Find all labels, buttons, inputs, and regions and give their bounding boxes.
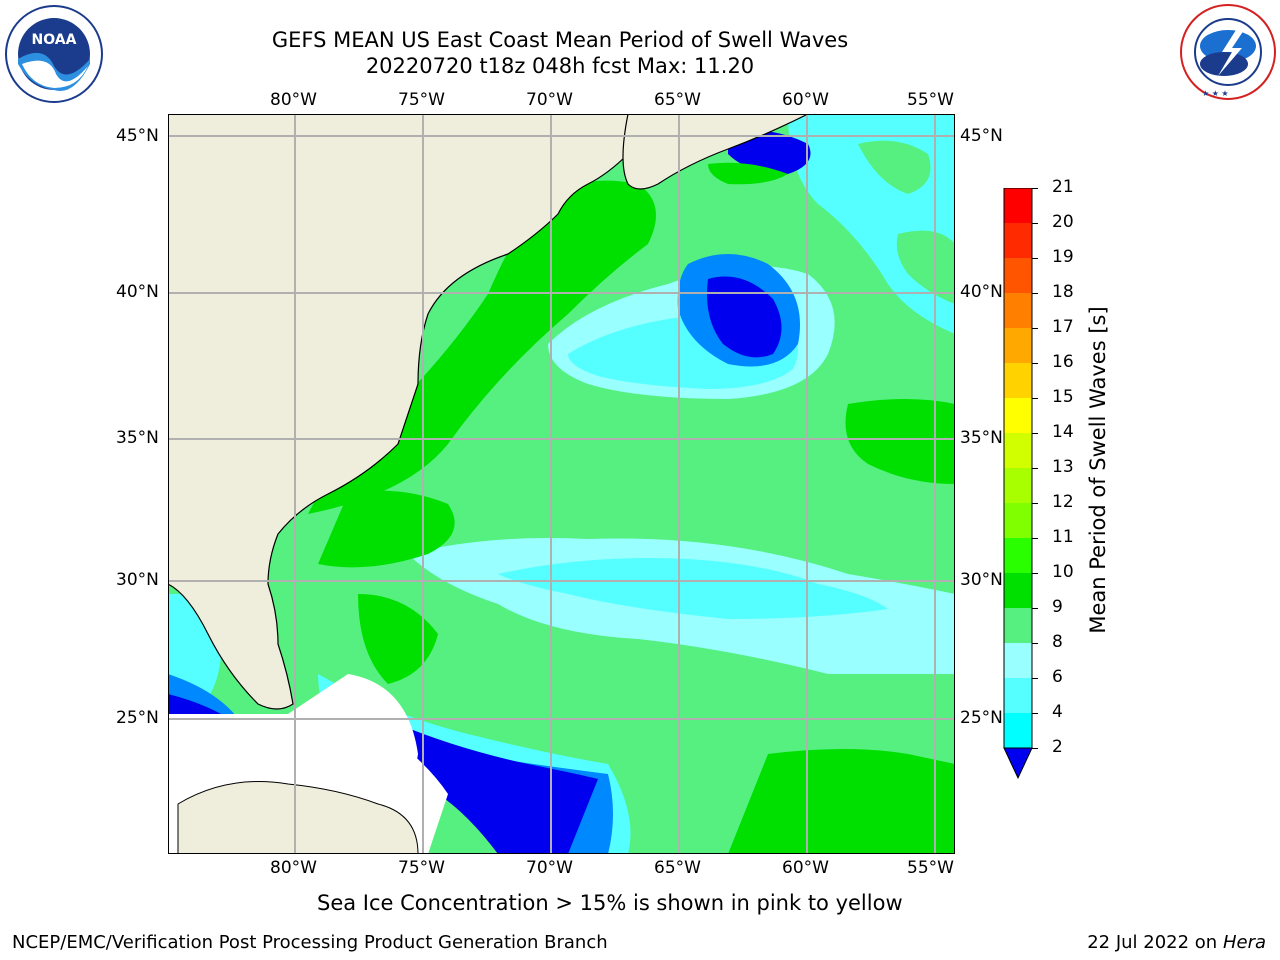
lon-label-top: 70°W	[526, 90, 573, 110]
colorbar-tick-mark	[1032, 503, 1038, 504]
lat-label-left: 35°N	[116, 428, 159, 448]
colorbar-tick-mark	[1032, 713, 1038, 714]
lat-label-right: 35°N	[960, 428, 1003, 448]
noaa-text: NOAA	[32, 32, 77, 48]
colorbar-segment	[1004, 713, 1032, 748]
colorbar-segment	[1004, 258, 1032, 293]
map-title: GEFS MEAN US East Coast Mean Period of S…	[271, 28, 849, 52]
colorbar-tick-mark	[1032, 678, 1038, 679]
lat-label-left: 25°N	[116, 708, 159, 728]
colorbar-tick-label: 10	[1052, 562, 1074, 582]
sea-ice-caption: Sea Ice Concentration > 15% is shown in …	[317, 891, 903, 915]
lon-label-top: 75°W	[398, 90, 445, 110]
colorbar-tick-mark	[1032, 643, 1038, 644]
footer-branch: NCEP/EMC/Verification Post Processing Pr…	[12, 932, 608, 953]
colorbar-tick-mark	[1032, 748, 1038, 749]
lat-label-right: 40°N	[960, 282, 1003, 302]
colorbar-tick-mark	[1032, 328, 1038, 329]
colorbar-extend-arrow	[1003, 747, 1033, 780]
colorbar-tick-label: 19	[1052, 247, 1074, 267]
colorbar-tick-label: 21	[1052, 177, 1074, 197]
colorbar-tick-mark	[1032, 363, 1038, 364]
colorbar-segment	[1004, 363, 1032, 398]
colorbar-segment	[1004, 328, 1032, 363]
lon-label-bottom: 55°W	[907, 858, 954, 878]
colorbar-tick-label: 18	[1052, 282, 1074, 302]
colorbar-tick-label: 15	[1052, 387, 1074, 407]
colorbar-segment	[1004, 223, 1032, 258]
lon-label-bottom: 70°W	[526, 858, 573, 878]
colorbar-tick-label: 13	[1052, 457, 1074, 477]
colorbar-tick-mark	[1032, 573, 1038, 574]
colorbar-tick-mark	[1032, 258, 1038, 259]
colorbar-tick-label: 6	[1052, 667, 1063, 687]
lon-label-top: 60°W	[782, 90, 829, 110]
colorbar-tick-label: 16	[1052, 352, 1074, 372]
colorbar-tick-mark	[1032, 398, 1038, 399]
colorbar-segment	[1004, 538, 1032, 573]
colorbar-tick-label: 17	[1052, 317, 1074, 337]
lat-label-left: 45°N	[116, 126, 159, 146]
lat-label-right: 25°N	[960, 708, 1003, 728]
colorbar-segment	[1004, 468, 1032, 503]
colorbar-tick-label: 14	[1052, 422, 1074, 442]
colorbar-tick-label: 2	[1052, 737, 1063, 757]
colorbar-segment	[1004, 293, 1032, 328]
lat-label-right: 45°N	[960, 126, 1003, 146]
lon-label-bottom: 60°W	[782, 858, 829, 878]
colorbar-tick-label: 12	[1052, 492, 1074, 512]
colorbar-tick-mark	[1032, 223, 1038, 224]
colorbar-tick-label: 11	[1052, 527, 1074, 547]
lon-label-bottom: 65°W	[654, 858, 701, 878]
lon-label-bottom: 80°W	[270, 858, 317, 878]
colorbar-segment	[1004, 608, 1032, 643]
colorbar-segment	[1004, 398, 1032, 433]
colorbar-tick-label: 20	[1052, 212, 1074, 232]
colorbar-segment	[1004, 433, 1032, 468]
colorbar-segment	[1004, 678, 1032, 713]
svg-text:★ ★ ★: ★ ★ ★	[1202, 89, 1229, 98]
lon-label-top: 80°W	[270, 90, 317, 110]
colorbar-segment	[1004, 573, 1032, 608]
lon-label-top: 55°W	[907, 90, 954, 110]
colorbar-tick-mark	[1032, 468, 1038, 469]
colorbar-tick-mark	[1032, 293, 1038, 294]
lat-label-left: 40°N	[116, 282, 159, 302]
colorbar-tick-mark	[1032, 188, 1038, 189]
colorbar-tick-mark	[1032, 538, 1038, 539]
lat-label-left: 30°N	[116, 570, 159, 590]
map-subtitle: 20220720 t18z 048h fcst Max: 11.20	[365, 54, 755, 78]
colorbar	[1003, 188, 1033, 780]
colorbar-segment	[1004, 188, 1032, 223]
swell-period-map	[168, 114, 955, 854]
colorbar-tick-mark	[1032, 433, 1038, 434]
colorbar-tick-label: 4	[1052, 702, 1063, 722]
colorbar-tick-mark	[1032, 608, 1038, 609]
colorbar-segment	[1004, 503, 1032, 538]
colorbar-segment	[1004, 643, 1032, 678]
colorbar-tick-label: 9	[1052, 597, 1063, 617]
footer-date: 22 Jul 2022 on Hera	[1087, 932, 1266, 953]
lon-label-bottom: 75°W	[398, 858, 445, 878]
graticule	[168, 114, 955, 854]
lat-label-right: 30°N	[960, 570, 1003, 590]
nws-logo: ★ ★ ★	[1180, 4, 1276, 100]
colorbar-tick-label: 8	[1052, 632, 1063, 652]
noaa-logo: NOAA	[5, 5, 103, 103]
lon-label-top: 65°W	[654, 90, 701, 110]
